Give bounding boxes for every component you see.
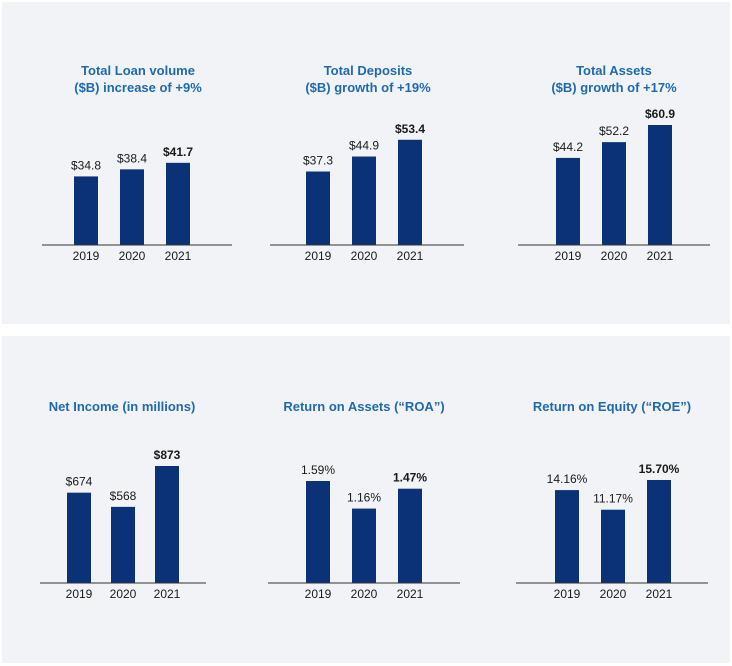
bar-2019 xyxy=(306,481,330,583)
tick-label: 2020 xyxy=(601,249,628,263)
chart-loan-volume: Total Loan volume ($B) increase of +9% $… xyxy=(38,62,238,302)
tick-label: 2021 xyxy=(647,249,674,263)
data-label: $41.7 xyxy=(163,145,193,159)
bottom-panel: Net Income (in millions) $674 2019 $568 202… xyxy=(2,336,730,663)
data-label: $568 xyxy=(110,489,137,503)
bar-2021 xyxy=(648,125,672,245)
chart-plot: $37.3 2019 $44.9 2020 $53.4 2021 xyxy=(270,122,464,263)
data-label: $60.9 xyxy=(645,107,675,121)
tick-label: 2020 xyxy=(351,249,378,263)
bar-2020 xyxy=(111,506,135,583)
tick-label: 2020 xyxy=(119,249,146,263)
tick-label: 2021 xyxy=(397,249,424,263)
data-label: $674 xyxy=(66,475,93,489)
bar-2021 xyxy=(398,139,422,245)
bar-2020 xyxy=(601,509,625,583)
tick-label: 2020 xyxy=(351,587,378,601)
data-label: $44.2 xyxy=(553,140,583,154)
bar-2021 xyxy=(398,488,422,583)
chart-roe: Return on Equity (“ROE”) 14.16% 2019 11.17… xyxy=(512,398,712,638)
data-label: 1.16% xyxy=(347,491,381,505)
chart-plot: 1.59% 2019 1.16% 2020 1.47% 2021 xyxy=(268,463,460,601)
chart-assets: Total Assets ($B) growth of +17% $44.2 20… xyxy=(514,62,714,302)
data-label: 11.17% xyxy=(593,492,633,506)
data-label: $44.9 xyxy=(349,139,379,153)
tick-label: 2021 xyxy=(154,587,181,601)
bar-2021 xyxy=(155,466,179,583)
bar-2019 xyxy=(306,171,330,245)
tick-label: 2019 xyxy=(66,587,93,601)
data-label: $37.3 xyxy=(303,154,333,168)
tick-label: 2019 xyxy=(305,249,332,263)
tick-label: 2019 xyxy=(555,249,582,263)
data-label: $34.8 xyxy=(71,158,101,172)
data-label: $52.2 xyxy=(599,124,629,138)
bar-2020 xyxy=(120,169,144,245)
data-label: $873 xyxy=(154,448,181,462)
tick-label: 2019 xyxy=(305,587,332,601)
tick-label: 2020 xyxy=(110,587,137,601)
chart-plot: $44.2 2019 $52.2 2020 $60.9 2021 xyxy=(518,107,710,263)
bar-2019 xyxy=(67,492,91,583)
tick-label: 2021 xyxy=(397,587,424,601)
chart-roa: Return on Assets (“ROA”) 1.59% 2019 1.16% 2… xyxy=(264,398,464,638)
tick-label: 2019 xyxy=(73,249,100,263)
data-label: $53.4 xyxy=(395,122,425,136)
chart-plot: 14.16% 2019 11.17% 2020 15.70% 2021 xyxy=(516,462,708,601)
data-label: 15.70% xyxy=(639,462,680,476)
data-label: 14.16% xyxy=(547,472,588,486)
chart-title: Return on Equity (“ROE”) xyxy=(532,399,692,414)
data-label: 1.47% xyxy=(393,471,427,485)
bar-2019 xyxy=(555,490,579,583)
chart-title: Return on Assets (“ROA”) xyxy=(283,399,445,414)
data-label: $38.4 xyxy=(117,151,147,165)
bar-2020 xyxy=(602,142,626,245)
chart-title: Net Income (in millions) xyxy=(48,399,196,414)
bar-2020 xyxy=(352,156,376,245)
tick-label: 2021 xyxy=(165,249,192,263)
chart-title: Total Deposits ($B) growth of +19% xyxy=(305,63,431,95)
chart-net-income: Net Income (in millions) $674 2019 $568 202… xyxy=(22,398,222,638)
bar-2019 xyxy=(74,176,98,245)
bar-2021 xyxy=(166,162,190,245)
data-label: 1.59% xyxy=(301,463,335,477)
bar-2019 xyxy=(556,157,580,245)
chart-deposits: Total Deposits ($B) growth of +19% $37.3… xyxy=(268,62,468,302)
tick-label: 2019 xyxy=(554,587,581,601)
bar-2020 xyxy=(352,508,376,583)
chart-title: Total Loan volume ($B) increase of +9% xyxy=(74,63,202,95)
chart-plot: $674 2019 $568 2020 $873 2021 xyxy=(40,448,206,601)
tick-label: 2021 xyxy=(646,587,673,601)
tick-label: 2020 xyxy=(600,587,627,601)
chart-title: Total Assets ($B) growth of +17% xyxy=(551,63,677,95)
bar-2021 xyxy=(647,480,671,583)
chart-plot: $34.8 2019 $38.4 2020 $41.7 2021 xyxy=(42,145,232,263)
top-panel: Total Loan volume ($B) increase of +9% $… xyxy=(2,2,730,324)
